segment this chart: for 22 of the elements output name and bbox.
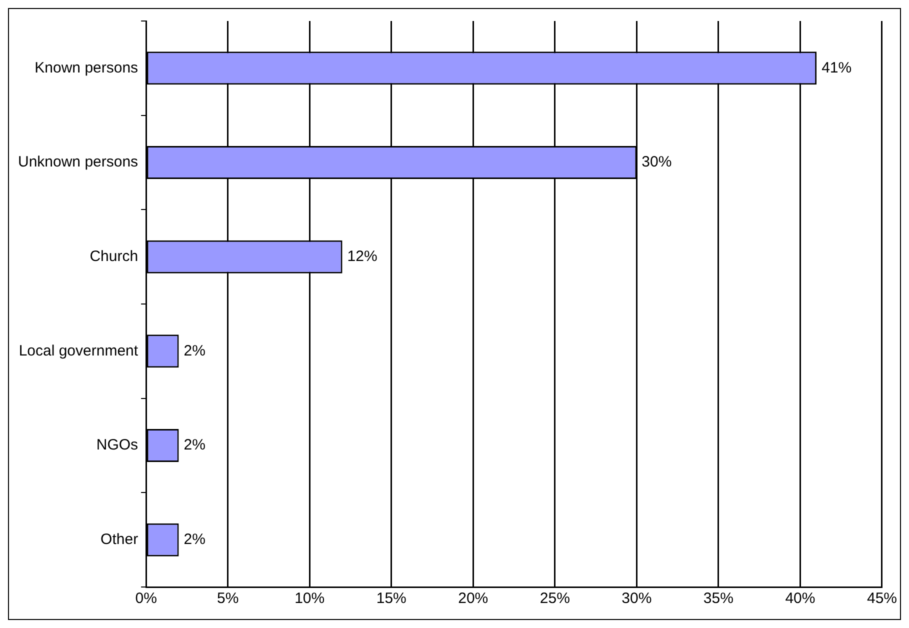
y-tick-label: Other (100, 530, 138, 548)
y-tick-label: Known persons (34, 59, 138, 76)
data-label: 2% (184, 436, 206, 454)
y-tick-label: Local government (18, 342, 139, 360)
y-tick-label: NGOs (96, 436, 138, 454)
y-tick-label: Church (90, 248, 138, 265)
data-label: 12% (347, 248, 378, 265)
x-tick-label: 35% (703, 590, 734, 608)
data-label: 2% (184, 530, 206, 548)
data-label: 41% (822, 59, 852, 76)
x-tick-label: 25% (540, 590, 570, 608)
x-tick-label: 40% (785, 590, 816, 608)
x-tick-label: 5% (216, 590, 239, 608)
x-tick-label: 45% (866, 590, 898, 608)
x-tick-label: 10% (294, 590, 325, 608)
y-tick-label: Unknown persons (18, 154, 138, 171)
data-label: 30% (642, 154, 672, 171)
x-tick-label: 15% (376, 590, 406, 608)
data-label: 2% (184, 342, 206, 360)
x-tick-label: 30% (622, 590, 652, 608)
x-tick-label: 20% (458, 590, 488, 608)
x-tick-label: 0% (135, 590, 157, 608)
